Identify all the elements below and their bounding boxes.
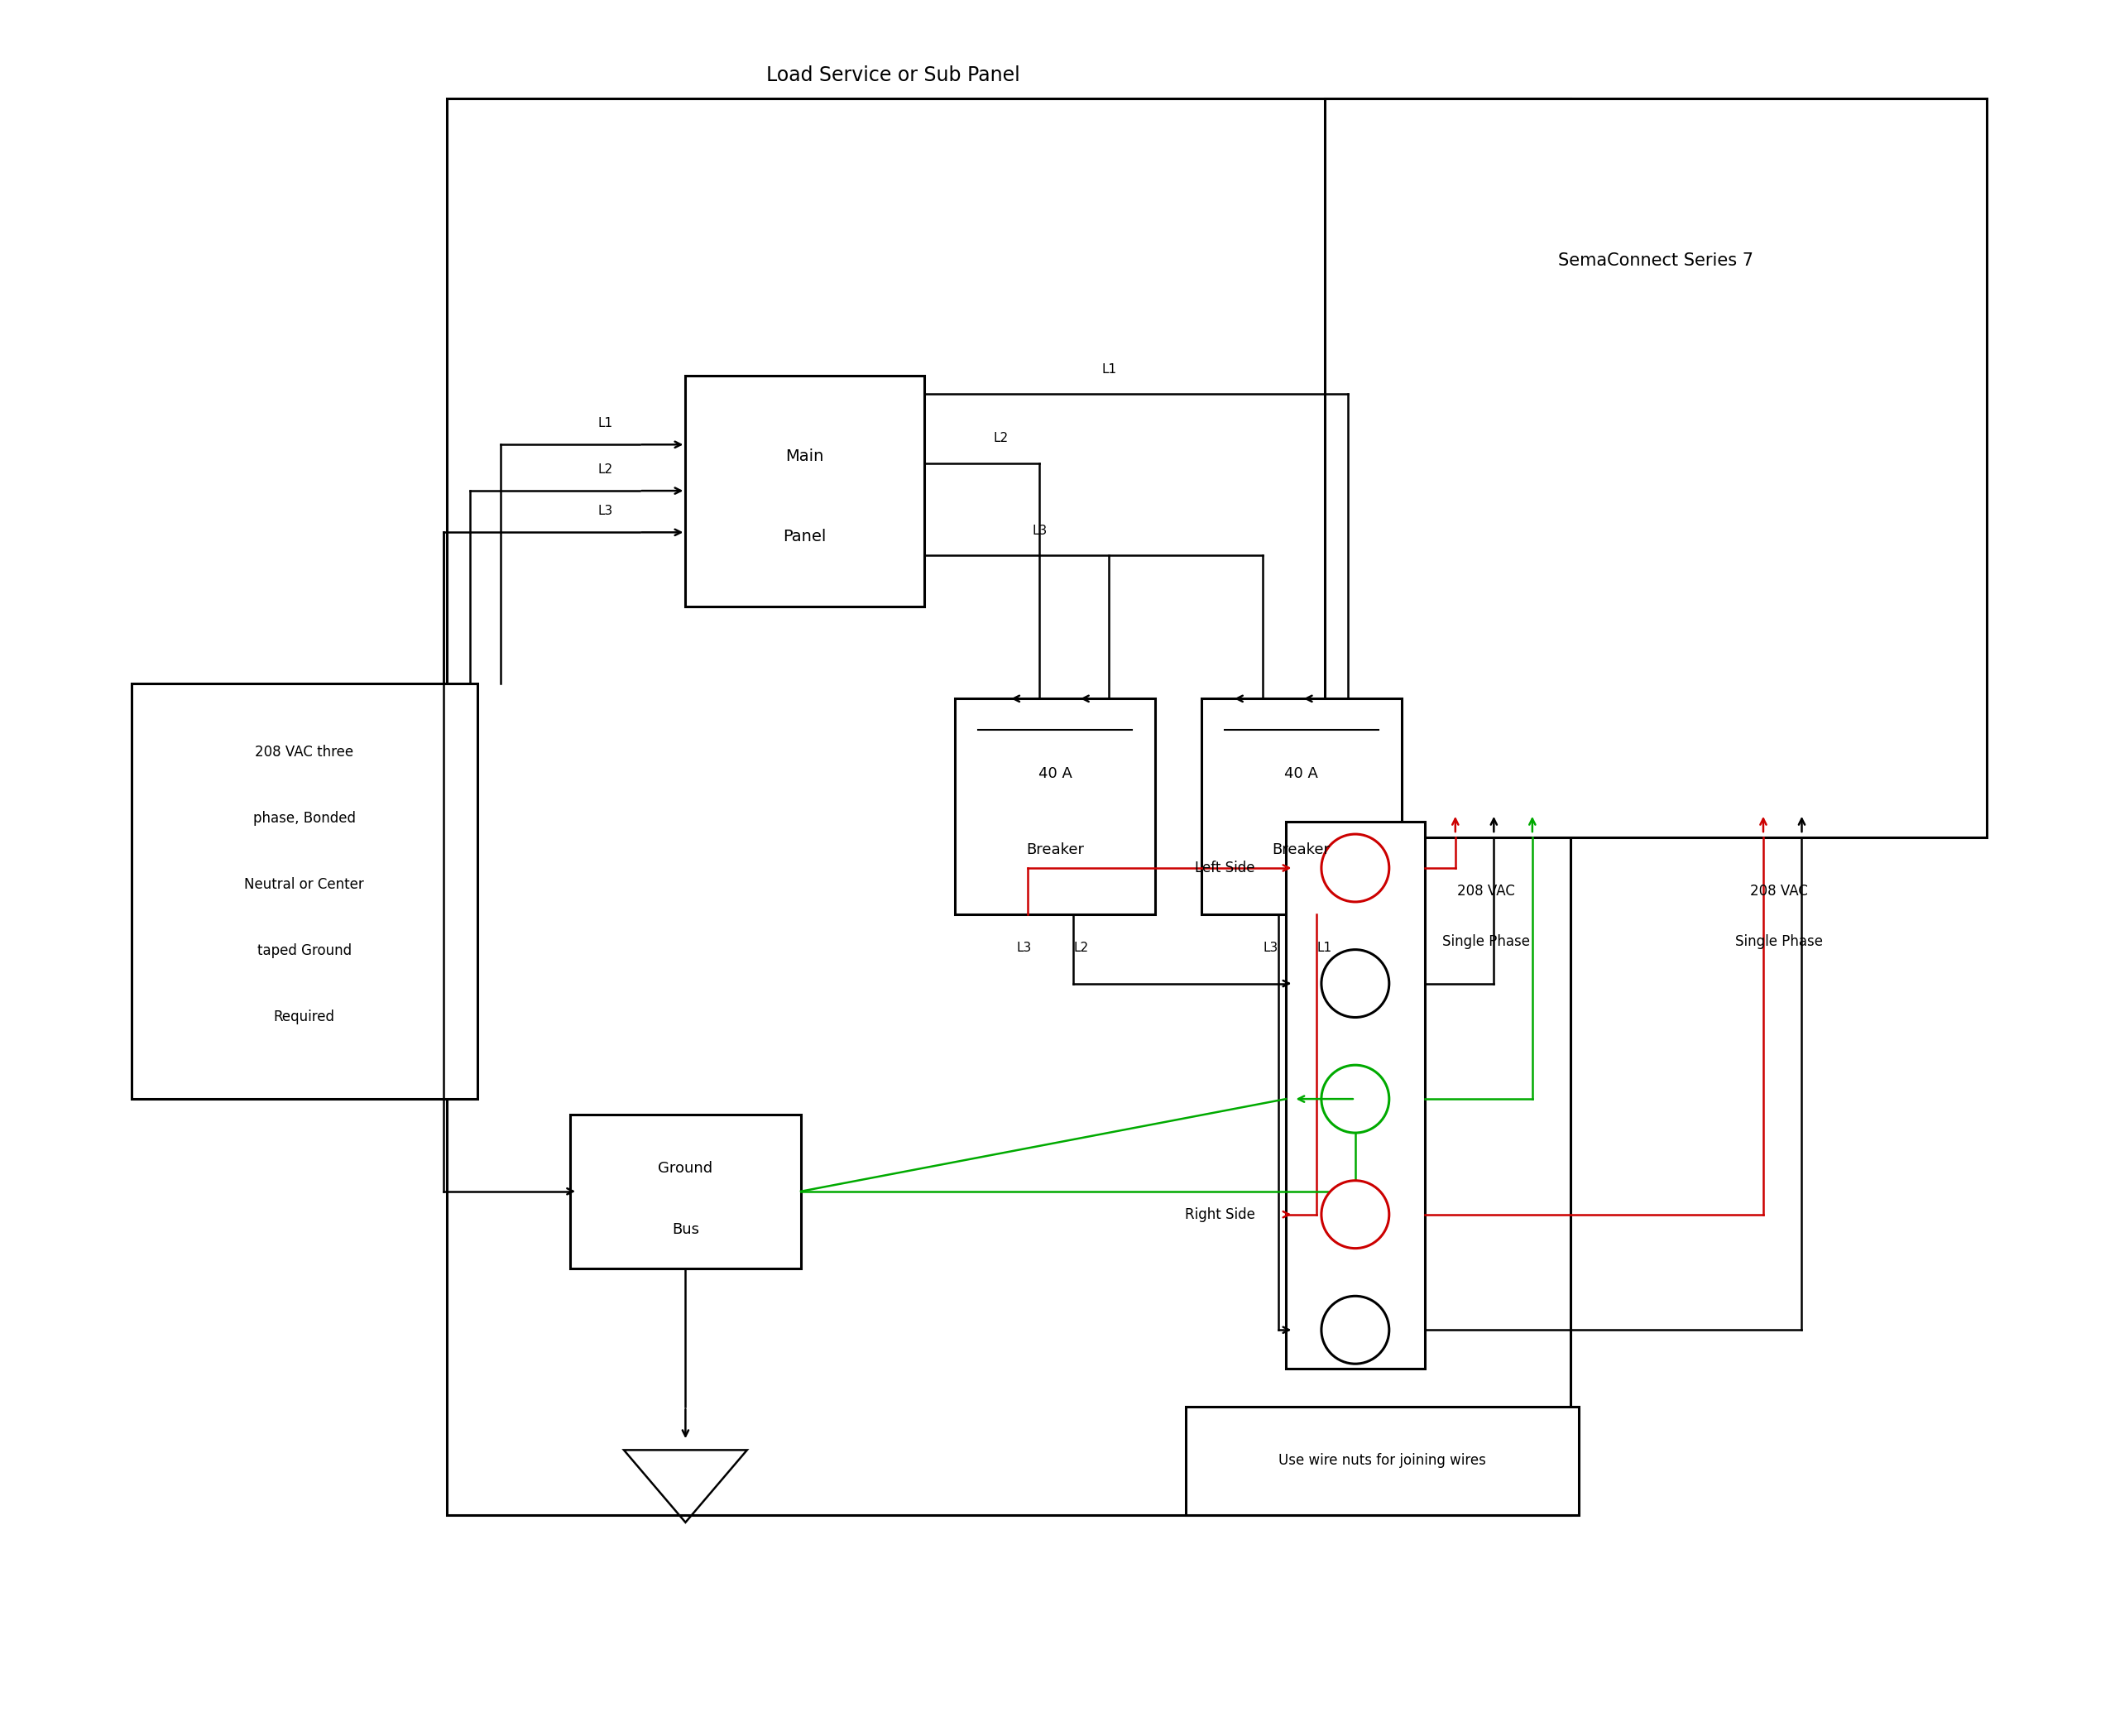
Text: L1: L1 (1101, 363, 1116, 375)
Circle shape (1321, 833, 1388, 903)
Text: phase, Bonded: phase, Bonded (253, 811, 357, 826)
Text: Use wire nuts for joining wires: Use wire nuts for joining wires (1279, 1453, 1485, 1469)
Bar (1285, 821, 1424, 1368)
Text: L3: L3 (1032, 524, 1047, 536)
Circle shape (1321, 950, 1388, 1017)
Text: Required: Required (274, 1010, 335, 1024)
Bar (1325, 99, 1986, 837)
Text: 208 VAC: 208 VAC (1458, 884, 1515, 899)
Text: L3: L3 (597, 505, 614, 517)
Text: Right Side: Right Side (1186, 1207, 1255, 1222)
Text: 40 A: 40 A (1285, 767, 1319, 781)
Bar (131, 684, 477, 1099)
Text: Single Phase: Single Phase (1443, 934, 1530, 950)
Text: L2: L2 (1074, 943, 1089, 955)
Text: SemaConnect Series 7: SemaConnect Series 7 (1557, 252, 1753, 269)
Bar (956, 698, 1154, 915)
Text: Panel: Panel (783, 529, 827, 545)
Text: 40 A: 40 A (1038, 767, 1072, 781)
Text: Load Service or Sub Panel: Load Service or Sub Panel (766, 66, 1021, 85)
Text: L1: L1 (1317, 943, 1331, 955)
Text: Breaker: Breaker (1025, 842, 1085, 858)
Text: L1: L1 (597, 417, 614, 429)
Circle shape (1321, 1180, 1388, 1248)
Text: 208 VAC three: 208 VAC three (255, 745, 354, 760)
Text: L3: L3 (1017, 943, 1032, 955)
Text: L2: L2 (994, 432, 1009, 444)
Circle shape (1321, 1297, 1388, 1364)
Text: 208 VAC: 208 VAC (1749, 884, 1808, 899)
Text: Ground: Ground (658, 1161, 713, 1175)
Text: Main: Main (785, 448, 825, 464)
Text: Breaker: Breaker (1272, 842, 1329, 858)
Text: taped Ground: taped Ground (257, 944, 352, 958)
Text: Left Side: Left Side (1194, 861, 1255, 875)
Text: Single Phase: Single Phase (1734, 934, 1823, 950)
Text: Bus: Bus (671, 1222, 698, 1238)
Text: L2: L2 (597, 464, 614, 476)
Text: Neutral or Center: Neutral or Center (245, 877, 365, 892)
Text: L3: L3 (1264, 943, 1279, 955)
Bar (447, 99, 1570, 1516)
Bar (686, 375, 924, 606)
Bar (1186, 1406, 1578, 1516)
Circle shape (1321, 1066, 1388, 1134)
Bar (1201, 698, 1401, 915)
Bar (570, 1115, 802, 1269)
